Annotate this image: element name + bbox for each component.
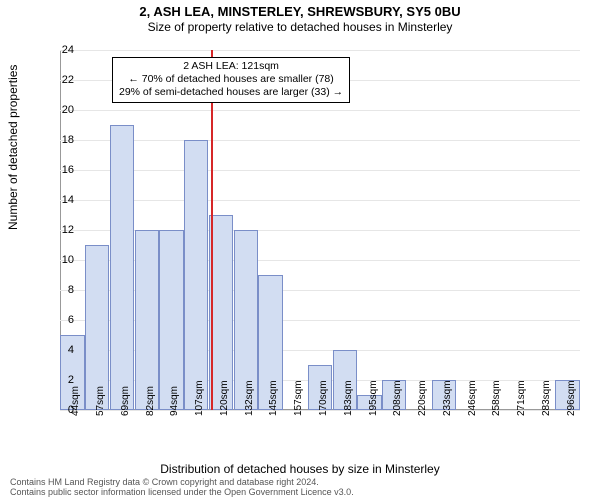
y-tick-label: 20	[48, 104, 74, 116]
y-tick-label: 14	[48, 194, 74, 206]
y-tick-label: 16	[48, 164, 74, 176]
chart-area: 2 ASH LEA: 121sqm← 70% of detached house…	[60, 50, 580, 410]
chart-subtitle: Size of property relative to detached ho…	[0, 20, 600, 36]
plot-area: 2 ASH LEA: 121sqm← 70% of detached house…	[60, 50, 580, 410]
histogram-bar	[159, 230, 183, 410]
annotation-line: 2 ASH LEA: 121sqm	[119, 60, 343, 73]
footer-attribution: Contains HM Land Registry data © Crown c…	[10, 478, 354, 498]
reference-line	[211, 50, 213, 410]
footer-line-2: Contains public sector information licen…	[10, 488, 354, 498]
annotation-line: 29% of semi-detached houses are larger (…	[119, 86, 343, 99]
y-axis-label: Number of detached properties	[6, 65, 20, 230]
y-tick-label: 18	[48, 134, 74, 146]
y-tick-label: 12	[48, 224, 74, 236]
gridline	[60, 140, 580, 141]
histogram-bar	[110, 125, 134, 410]
y-tick-label: 8	[48, 284, 74, 296]
gridline	[60, 200, 580, 201]
x-axis-label: Distribution of detached houses by size …	[0, 462, 600, 476]
histogram-bar	[135, 230, 159, 410]
histogram-bar	[184, 140, 208, 410]
gridline	[60, 50, 580, 51]
y-tick-label: 2	[48, 374, 74, 386]
gridline	[60, 110, 580, 111]
y-tick-label: 10	[48, 254, 74, 266]
gridline	[60, 170, 580, 171]
y-tick-label: 6	[48, 314, 74, 326]
chart-container: 2, ASH LEA, MINSTERLEY, SHREWSBURY, SY5 …	[0, 0, 600, 500]
y-tick-label: 4	[48, 344, 74, 356]
y-tick-label: 24	[48, 44, 74, 56]
chart-title: 2, ASH LEA, MINSTERLEY, SHREWSBURY, SY5 …	[0, 0, 600, 20]
y-tick-label: 22	[48, 74, 74, 86]
annotation-box: 2 ASH LEA: 121sqm← 70% of detached house…	[112, 57, 350, 102]
annotation-line: ← 70% of detached houses are smaller (78…	[119, 73, 343, 86]
